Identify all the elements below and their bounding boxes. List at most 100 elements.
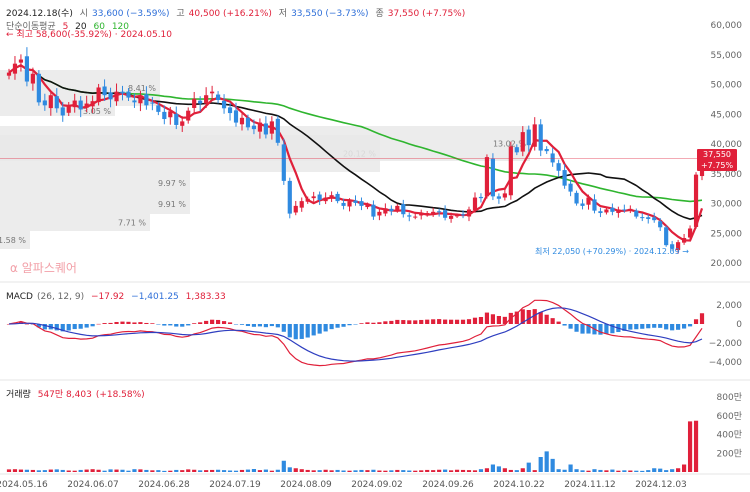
date-tick-label: 2024.06.28 [138,480,190,490]
candle-body [90,101,95,107]
volume-bar [305,469,310,472]
macd-histogram-bar [640,324,645,329]
range-box-percent: 9.97 % [158,179,186,188]
candle-body [353,200,358,203]
price-tick-label: 55,000 [711,51,743,61]
candle-body [54,96,59,109]
macd-histogram-bar [204,320,209,324]
candle-body [431,211,436,214]
macd-histogram-bar [233,324,239,325]
watermark-text: 알파스퀘어 [21,261,77,275]
candle-body [24,56,30,82]
date-tick-label: 2024.08.09 [280,480,332,490]
candle-body [466,209,472,217]
macd-legend: MACD (26, 12, 9) −17.92 −1,401.25 1,383.3… [6,292,230,302]
close-value: 37,550 (+7.75%) [387,9,466,19]
volume-bar [323,469,328,472]
candle-body [413,216,418,218]
macd-histogram-bar [365,322,370,324]
candle-body [681,238,687,243]
macd-tick-label: −2,000 [709,339,743,349]
volume-tick-label: 200만 [717,448,742,459]
candle-body [395,205,400,211]
volume-change: (+18.58%) [95,390,145,400]
range-box [0,172,190,194]
candle-body [126,91,131,98]
macd-histogram-bar [120,321,125,324]
volume-bar [84,469,89,472]
candle-body [371,204,376,217]
date-tick-label: 2024.10.22 [493,480,545,490]
volume-bar [42,470,47,472]
volume-bar [24,469,30,472]
macd-histogram-bar [102,323,107,324]
volume-bar [257,470,263,472]
current-change: +7.75% [700,161,734,170]
volume-bar [275,469,280,472]
candle-body [281,144,286,181]
macd-histogram-bar [72,324,77,330]
current-price-box: 37,550 +7.75% [697,149,737,171]
macd-histogram-bar [622,324,627,331]
volume-bar [6,469,12,472]
macd-value: −17.92 [90,292,125,302]
volume-tick-label: 800만 [717,392,742,403]
volume-bar [78,469,83,472]
volume-bar [359,469,364,472]
candle-body [634,210,639,217]
macd-histogram-bar [574,324,579,332]
logo-icon: ⍺ [10,261,18,275]
candle-body [293,205,298,213]
macd-histogram-bar [269,324,274,327]
candle-body [478,196,484,199]
candle-body [496,196,501,199]
volume-bar [114,469,119,472]
range-box [0,106,115,116]
volume-value: 547만 8,403 [37,390,92,400]
macd-histogram-bar [335,324,340,328]
volume-bar [580,470,585,472]
candle-body [335,193,340,202]
volume-bar [72,470,77,472]
macd-histogram-bar [323,324,328,332]
volume-bar [30,469,35,472]
volume-bar [365,470,370,472]
volume-bar [652,468,657,472]
price-tick-label: 45,000 [711,110,743,120]
macd-histogram-bar [36,324,41,328]
volume-bar [54,469,59,472]
macd-histogram-bar [628,324,633,330]
volume-bar [693,420,699,472]
macd-histogram-bar [568,324,573,329]
candle-body [502,193,507,198]
date-tick-label: 2024.09.26 [422,480,474,490]
macd-histogram-bar [275,324,280,328]
candle-body [221,100,227,109]
candle-body [687,228,693,238]
macd-histogram-bar [395,319,400,324]
volume-bar [604,470,609,472]
macd-histogram-bar [514,311,519,324]
candle-body [60,107,65,116]
macd-histogram-bar [359,323,364,324]
macd-params: (26, 12, 9) [36,292,85,302]
volume-bar [341,470,346,472]
volume-bar [616,470,621,472]
macd-histogram-bar [646,324,651,329]
macd-histogram-bar [658,324,663,328]
macd-histogram-bar [484,312,490,324]
volume-bar [460,469,466,472]
candle-body [520,132,525,152]
volume-bar [12,469,18,472]
macd-label: MACD [6,292,33,302]
candle-body [198,100,203,104]
candle-body [383,208,388,214]
macd-histogram-bar [472,317,478,324]
macd-histogram-bar [437,319,442,324]
volume-bar [210,469,215,472]
macd-histogram-bar [329,324,334,330]
candle-body [508,146,513,196]
candle-body [693,174,699,227]
candle-body [174,113,179,125]
